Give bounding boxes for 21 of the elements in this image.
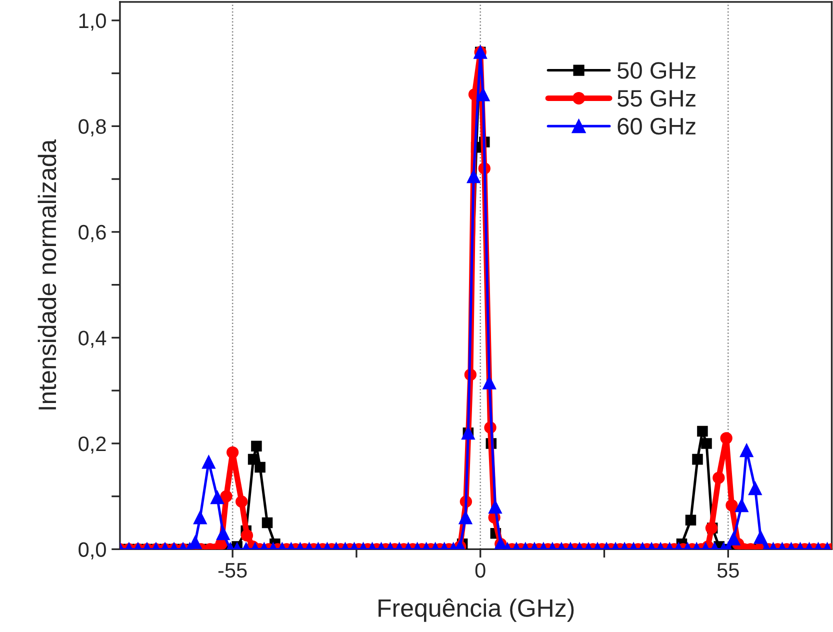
x-tick-label: 0 (475, 562, 486, 578)
point (701, 438, 712, 449)
point (251, 440, 262, 452)
point (254, 462, 266, 473)
legend-label: 60 GHz (618, 118, 696, 135)
y-tick-label: 1,0 (79, 13, 106, 31)
point (697, 426, 708, 437)
y-tick-label: 0,4 (78, 330, 106, 348)
y-tick-label: 0,0 (78, 542, 106, 560)
y-tick-label: 0,2 (78, 436, 106, 454)
y-tick-label: 0,6 (78, 224, 106, 242)
y-tick-label: 0,8 (78, 119, 106, 136)
point (685, 514, 696, 526)
x-tick-label: 55 (717, 563, 739, 578)
legend-label: 50 GHz (618, 62, 696, 79)
x-tick-label: -55 (218, 563, 247, 578)
legend-label: 55 GHz (618, 90, 696, 107)
x-axis-title: Frequência (GHz) (378, 598, 574, 622)
point (262, 517, 273, 528)
y-axis-title: Intensidade normalizada (38, 139, 56, 410)
point (692, 454, 703, 465)
